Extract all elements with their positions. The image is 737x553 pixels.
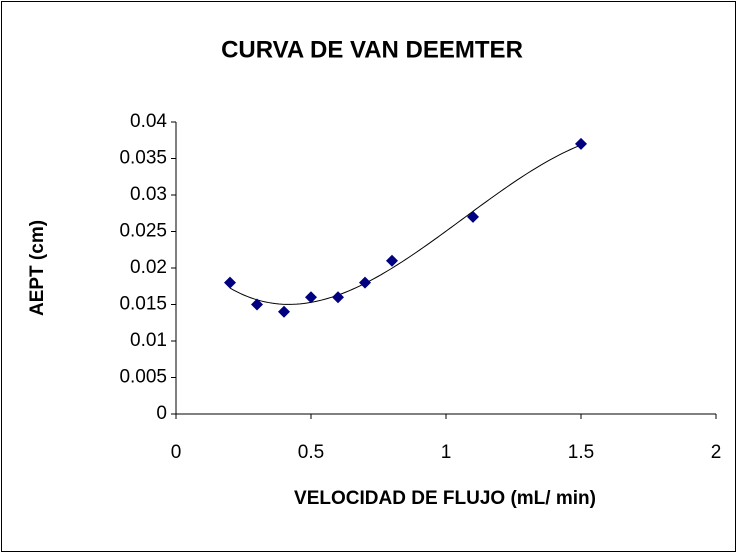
point	[278, 305, 290, 318]
point	[251, 298, 263, 311]
y-tick-label: 0.035	[119, 148, 167, 169]
point	[359, 276, 371, 289]
y-tick-label: 0.03	[130, 184, 167, 205]
y-tick-label: 0.02	[130, 257, 167, 278]
y-tick-label: 0.025	[119, 221, 167, 242]
point	[467, 210, 479, 223]
point	[332, 291, 344, 304]
x-tick-label: 2	[711, 442, 722, 463]
x-tick-label: 1	[441, 442, 452, 463]
point	[224, 276, 236, 289]
chart-title: CURVA DE VAN DEEMTER	[221, 36, 523, 63]
x-axis-title: VELOCIDAD DE FLUJO (mL/ min)	[294, 488, 596, 509]
x-tick-label: 0.5	[298, 442, 324, 463]
y-tick-label: 0.01	[130, 330, 167, 351]
x-tick-label: 1.5	[568, 442, 594, 463]
point	[386, 254, 398, 267]
trendline	[229, 144, 582, 305]
point	[305, 291, 317, 304]
point	[575, 137, 587, 150]
y-axis-title: AEPT (cm)	[27, 220, 48, 316]
y-tick-label: 0.015	[119, 294, 167, 315]
y-tick-label: 0.04	[130, 111, 167, 132]
y-tick-label: 0	[156, 403, 167, 424]
x-tick-label: 0	[171, 442, 182, 463]
y-tick-label: 0.005	[119, 367, 167, 388]
